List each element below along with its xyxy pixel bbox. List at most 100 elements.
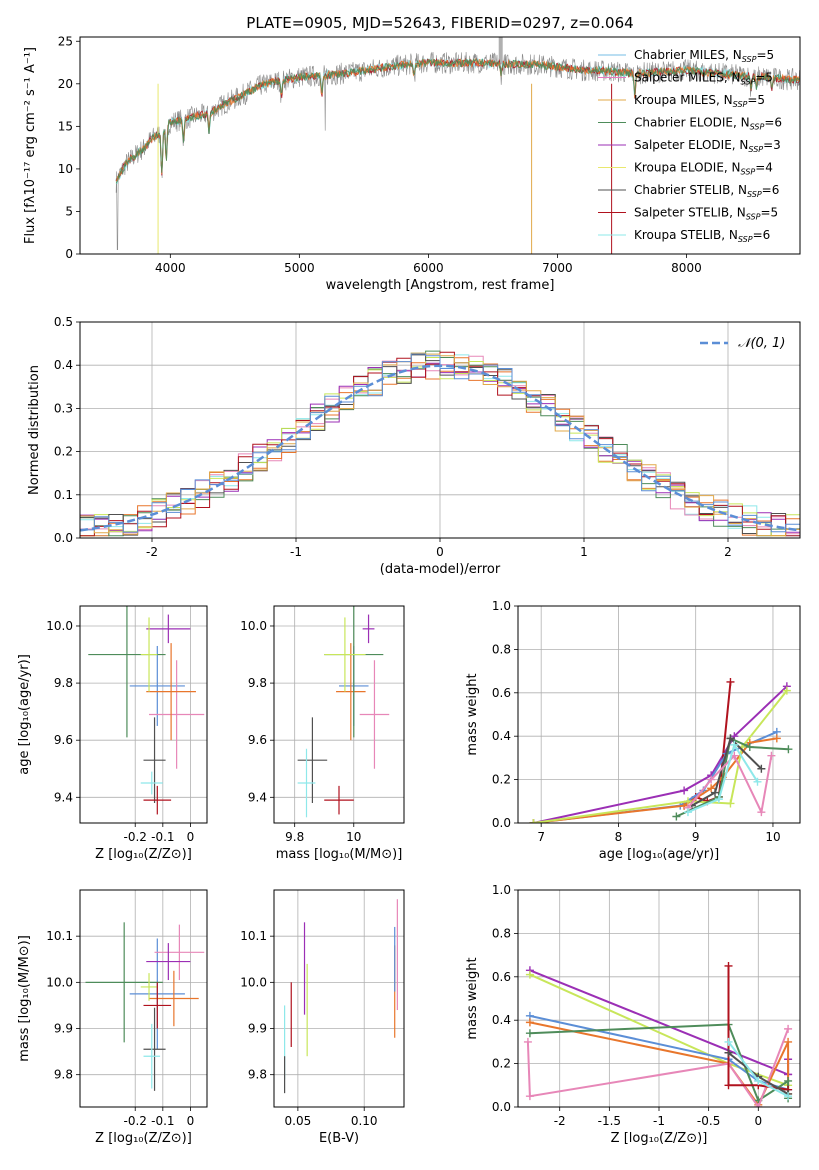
x-tick-label: 9.8: [285, 830, 304, 844]
x-tick-label: -2: [146, 545, 158, 559]
x-tick-label: -0.2: [124, 830, 147, 844]
legend-label-n: =6: [753, 228, 771, 242]
weight-marker: [714, 795, 723, 804]
y-tick-label: 1.0: [492, 883, 511, 897]
legend-label: Salpeter STELIB, NSSP=5: [634, 206, 778, 222]
x-tick-label: -1: [653, 1114, 665, 1128]
weight-marker: [757, 808, 766, 817]
weight-line: [691, 736, 763, 807]
y-tick-label: 0.0: [492, 1100, 511, 1114]
x-tick-label: 2: [724, 545, 732, 559]
legend: 𝒩(0, 1): [700, 336, 785, 351]
x-tick-label: -1: [290, 545, 302, 559]
weight-marker: [730, 740, 739, 749]
weight-marker: [707, 775, 716, 784]
legend-label: Kroupa ELODIE, NSSP=4: [634, 161, 773, 177]
weight-marker: [784, 1037, 793, 1046]
x-tick-label: 0: [754, 1114, 762, 1128]
plot-area: [85, 922, 205, 1091]
x-axis-label: age [log₁₀(age/yr)]: [599, 847, 720, 862]
x-tick-label: 4000: [155, 261, 186, 275]
plot-area: [115, 37, 800, 254]
y-axis-label: mass weight: [465, 957, 480, 1039]
legend-label-n: =5: [760, 206, 778, 220]
y-tick-label: 10.0: [46, 619, 73, 633]
y-tick-label: 0.2: [492, 773, 511, 787]
weight-marker: [754, 1103, 763, 1107]
y-tick-label: 0.2: [54, 445, 73, 459]
y-tick-label: 25: [58, 34, 73, 48]
panel-age_vs_z: -0.2 -0.1 0 9.4 9.6 9.8 10.0 Z [log₁₀(Z/Z⊙)] age…: [17, 605, 208, 862]
legend-label-text: Salpeter STELIB, N: [634, 206, 746, 220]
legend-label-text: Chabrier ELODIE, N: [634, 116, 750, 130]
legend-label-sub: SSP: [741, 168, 756, 177]
weight-marker: [772, 734, 781, 743]
legend-label-sub: SSP: [747, 190, 762, 199]
y-tick-label: 10.0: [46, 975, 73, 989]
weight-marker: [680, 786, 689, 795]
normal-curve: [80, 364, 800, 532]
x-tick-label: 7000: [542, 261, 573, 275]
legend-label: Salpeter MILES, NSSP=5: [634, 71, 773, 87]
legend-label-text: Salpeter ELODIE, N: [634, 138, 748, 152]
plot-area: [529, 677, 793, 823]
axes-frame: [79, 36, 801, 255]
y-axis-label: Normed distribution: [27, 365, 42, 495]
panel-weight_vs_age: 7 8 9 10 0.0 0.2 0.4 0.6 0.8 1.0 age [log₁₀(age/yr…: [465, 599, 801, 862]
axes-frame: [79, 889, 208, 1108]
y-tick-label: 9.6: [54, 733, 73, 747]
y-tick-label: 5: [65, 204, 73, 218]
panel-weight_vs_z: -2 -1.5 -1 -0.5 0 0.0 0.2 0.4 0.6 0.8 1.0 Z [log₁₀(…: [465, 883, 801, 1146]
weight-marker: [754, 1076, 763, 1085]
legend-label-sub: SSP: [738, 235, 753, 244]
weight-marker: [724, 961, 733, 970]
legend-label: Chabrier MILES, NSSP=5: [634, 48, 774, 64]
x-tick-label: -1.5: [598, 1114, 621, 1128]
axes-frame: [273, 605, 405, 824]
legend-label: Kroupa STELIB, NSSP=6: [634, 228, 770, 244]
weight-marker: [525, 1029, 534, 1038]
x-tick-label: 9: [692, 830, 700, 844]
plot-area: [297, 606, 390, 818]
panel-spectrum: 4000 5000 6000 7000 8000 0 5 10 15 20 25 wavelength…: [23, 34, 801, 293]
y-tick-label: 9.9: [54, 1022, 73, 1036]
histogram-step: [80, 353, 800, 533]
weight-marker: [525, 1092, 534, 1101]
model-spectrum: [115, 58, 800, 184]
plot-area: [80, 350, 800, 537]
weight-marker: [784, 1092, 793, 1101]
panel-residuals: -2 -1 0 1 2 0.0 0.1 0.2 0.3 0.4 0.5 (data-model)/er…: [27, 315, 801, 577]
weight-line: [533, 685, 788, 823]
x-axis-label: mass [log₁₀(M/M⊙)]: [276, 847, 403, 862]
legend-label-n: =5: [755, 71, 773, 85]
y-tick-label: 0.4: [492, 1013, 511, 1027]
x-axis-label: Z [log₁₀(Z/Z⊙)]: [611, 1131, 708, 1146]
legend-label-n: =6: [762, 183, 780, 197]
legend-label-sub: SSP: [741, 78, 756, 87]
x-tick-label: 0: [187, 1114, 195, 1128]
legend-label-text: Kroupa STELIB, N: [634, 228, 738, 242]
legend-label-text: Chabrier STELIB, N: [634, 183, 747, 197]
y-tick-label: 0.8: [492, 642, 511, 656]
y-tick-label: 0.3: [54, 401, 73, 415]
axes-frame: [517, 605, 801, 824]
weight-marker: [525, 1018, 534, 1027]
legend-label-n: =5: [747, 93, 765, 107]
legend-label-n: =6: [764, 116, 782, 130]
legend-label-sub: SSP: [733, 100, 748, 109]
y-tick-label: 0.1: [54, 488, 73, 502]
legend-label: Kroupa MILES, NSSP=5: [634, 93, 765, 109]
x-axis-label: Z [log₁₀(Z/Z⊙)]: [95, 847, 192, 862]
axes-frame: [273, 889, 405, 1108]
weight-marker: [784, 1076, 793, 1085]
plot-area: [523, 961, 793, 1107]
weight-marker: [784, 1024, 793, 1033]
y-tick-label: 9.8: [248, 1068, 267, 1082]
y-tick-label: 0.6: [492, 970, 511, 984]
weight-marker: [767, 751, 776, 760]
y-axis-label: mass weight: [465, 673, 480, 755]
panel-mass_vs_ebv: 0.05 0.10 9.8 9.9 10.0 10.1 E(B-V): [240, 889, 405, 1146]
y-axis-label: mass [log₁₀(M/M⊙)]: [17, 935, 32, 1062]
weight-marker: [683, 808, 692, 817]
weight-marker: [724, 1048, 733, 1057]
